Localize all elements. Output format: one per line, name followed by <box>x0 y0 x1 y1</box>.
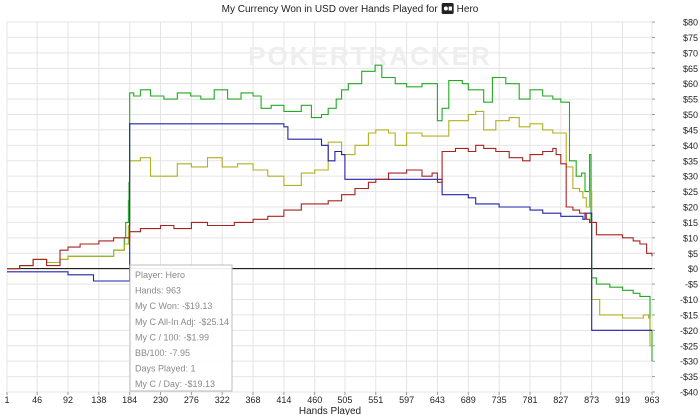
tooltip-row: Player: Hero <box>135 270 185 280</box>
y-tick-label: $45 <box>683 125 698 135</box>
tooltip-box <box>129 264 233 392</box>
y-tick-label: -$10 <box>680 295 698 305</box>
x-tick-label: 276 <box>184 395 199 405</box>
chart-title-text: My Currency Won in USD over Hands Played… <box>222 4 439 15</box>
tooltip-row: My C All-In Adj: -$25.14 <box>135 317 229 327</box>
chart-title-player: Hero <box>457 4 479 15</box>
x-tick-label: 505 <box>337 395 352 405</box>
x-tick-label: 643 <box>430 395 445 405</box>
tooltip-row: My C Won: -$19.13 <box>135 301 212 311</box>
x-tick-label: 230 <box>153 395 168 405</box>
x-tick-label: 92 <box>63 395 73 405</box>
y-tick-label: -$15 <box>680 310 698 320</box>
x-tick-label: 460 <box>307 395 322 405</box>
x-tick-label: 781 <box>522 395 537 405</box>
y-axis: -$40 -$35 -$30 -$25 -$20 -$15 -$10 -$5 $0 $5 $10 $1… <box>652 18 698 398</box>
stats-tooltip: Player: Hero Hands: 963 My C Won: -$19.13 M… <box>129 264 233 392</box>
x-tick-label: 873 <box>584 395 599 405</box>
x-tick-label: 597 <box>399 395 414 405</box>
x-tick-label: 184 <box>122 395 137 405</box>
y-tick-label: $0 <box>688 264 698 274</box>
y-tick-label: $50 <box>683 110 698 120</box>
x-tick-label: 322 <box>215 395 230 405</box>
y-tick-label: $5 <box>688 249 698 259</box>
y-tick-label: $35 <box>683 156 698 166</box>
y-tick-label: $65 <box>683 64 698 74</box>
x-tick-label: 963 <box>644 395 659 405</box>
y-tick-label: $80 <box>683 18 698 28</box>
tooltip-row: My C / Day: -$19.13 <box>135 379 215 389</box>
x-tick-label: 919 <box>615 395 630 405</box>
y-tick-label: -$35 <box>680 372 698 382</box>
x-axis-label: Hands Played <box>299 406 361 415</box>
y-tick-label: $25 <box>683 187 698 197</box>
y-tick-label: -$25 <box>680 341 698 351</box>
tooltip-row: Days Played: 1 <box>135 364 196 374</box>
y-tick-label: -$40 <box>680 388 698 398</box>
x-axis: 1 46 92 138 184 230 276 322 368 414 460 505 551 597 64… <box>4 392 660 405</box>
y-tick-label: -$5 <box>685 280 698 290</box>
chart-title: My Currency Won in USD over Hands Played… <box>222 3 479 15</box>
x-tick-label: 827 <box>553 395 568 405</box>
x-tick-label: 368 <box>246 395 261 405</box>
y-tick-label: $40 <box>683 141 698 151</box>
y-tick-label: -$20 <box>680 326 698 336</box>
y-tick-label: $60 <box>683 79 698 89</box>
x-tick-label: 138 <box>91 395 106 405</box>
y-tick-label: $30 <box>683 172 698 182</box>
x-tick-label: 1 <box>4 395 9 405</box>
tooltip-row: My C / 100: -$1.99 <box>135 332 209 342</box>
y-tick-label: -$30 <box>680 357 698 367</box>
x-tick-label: 735 <box>492 395 507 405</box>
x-tick-label: 414 <box>276 395 291 405</box>
ps-logo-icon <box>441 3 454 14</box>
tooltip-row: Hands: 963 <box>135 286 181 296</box>
series-line-4 <box>7 144 653 270</box>
x-tick-label: 46 <box>32 395 42 405</box>
tooltip-row: BB/100: -7.95 <box>135 348 190 358</box>
y-tick-label: $15 <box>683 218 698 228</box>
watermark-text: POKERTRACKER <box>248 41 492 71</box>
x-tick-label: 551 <box>368 395 383 405</box>
series-lines <box>7 64 653 362</box>
y-tick-label: $10 <box>683 233 698 243</box>
y-tick-label: $70 <box>683 48 698 58</box>
y-tick-label: $75 <box>683 33 698 43</box>
x-tick-label: 689 <box>461 395 476 405</box>
y-tick-label: $55 <box>683 95 698 105</box>
y-tick-label: $20 <box>683 203 698 213</box>
